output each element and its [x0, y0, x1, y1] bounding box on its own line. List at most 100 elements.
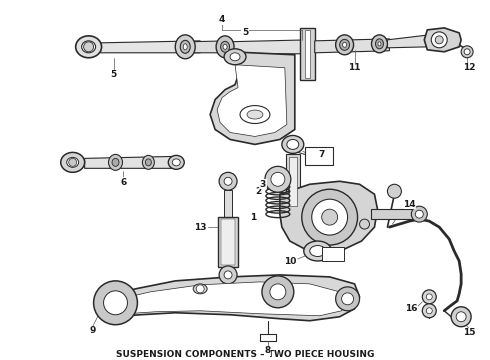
- Circle shape: [84, 42, 94, 52]
- Polygon shape: [100, 41, 200, 53]
- Circle shape: [416, 210, 423, 218]
- Circle shape: [94, 281, 137, 325]
- Polygon shape: [424, 28, 461, 52]
- Ellipse shape: [180, 40, 190, 53]
- Circle shape: [411, 206, 427, 222]
- Ellipse shape: [240, 105, 270, 123]
- Polygon shape: [388, 35, 429, 48]
- Polygon shape: [280, 181, 377, 252]
- Ellipse shape: [75, 36, 101, 58]
- Text: 2: 2: [255, 187, 261, 196]
- Ellipse shape: [146, 159, 151, 166]
- Ellipse shape: [371, 35, 388, 53]
- Circle shape: [219, 172, 237, 190]
- Polygon shape: [224, 190, 232, 217]
- Ellipse shape: [109, 154, 122, 170]
- Ellipse shape: [61, 152, 85, 172]
- Ellipse shape: [216, 36, 234, 58]
- Circle shape: [69, 158, 76, 166]
- Text: 12: 12: [463, 63, 475, 72]
- Circle shape: [219, 266, 237, 284]
- Polygon shape: [305, 30, 310, 78]
- Text: 6: 6: [121, 178, 126, 187]
- Circle shape: [435, 36, 443, 44]
- Text: 9: 9: [89, 326, 96, 335]
- Text: 3: 3: [260, 180, 266, 189]
- Polygon shape: [85, 156, 175, 168]
- Polygon shape: [116, 282, 347, 316]
- Circle shape: [422, 290, 436, 304]
- Ellipse shape: [310, 246, 326, 256]
- Circle shape: [464, 49, 470, 55]
- Circle shape: [265, 166, 291, 192]
- Ellipse shape: [304, 241, 332, 261]
- Text: 14: 14: [403, 200, 416, 209]
- Circle shape: [422, 304, 436, 318]
- Ellipse shape: [183, 44, 187, 50]
- Circle shape: [451, 307, 471, 327]
- Ellipse shape: [282, 135, 304, 153]
- Ellipse shape: [143, 156, 154, 169]
- Text: 16: 16: [405, 304, 417, 313]
- Polygon shape: [210, 52, 295, 144]
- Circle shape: [426, 308, 432, 314]
- Polygon shape: [218, 217, 238, 267]
- Ellipse shape: [67, 157, 79, 167]
- Circle shape: [322, 209, 338, 225]
- Text: 11: 11: [348, 63, 361, 72]
- Text: 7: 7: [318, 150, 325, 159]
- Bar: [322, 247, 343, 261]
- Ellipse shape: [224, 49, 246, 65]
- Polygon shape: [371, 209, 419, 219]
- Ellipse shape: [375, 39, 384, 49]
- Ellipse shape: [287, 139, 299, 149]
- Circle shape: [431, 32, 447, 48]
- Polygon shape: [300, 28, 315, 80]
- Ellipse shape: [112, 158, 119, 166]
- Bar: [305, 147, 333, 165]
- Text: 13: 13: [194, 222, 206, 231]
- Ellipse shape: [343, 42, 346, 47]
- Text: 5: 5: [110, 70, 117, 79]
- Text: SUSPENSION COMPONENTS – TWO PIECE HOUSING: SUSPENSION COMPONENTS – TWO PIECE HOUSIN…: [116, 350, 374, 359]
- Polygon shape: [315, 39, 390, 53]
- Polygon shape: [105, 275, 360, 321]
- Polygon shape: [185, 41, 230, 53]
- Text: 15: 15: [463, 328, 475, 337]
- Ellipse shape: [82, 41, 96, 53]
- Ellipse shape: [340, 39, 349, 50]
- Polygon shape: [221, 219, 235, 265]
- Circle shape: [262, 276, 294, 308]
- Circle shape: [224, 177, 232, 185]
- Circle shape: [426, 294, 432, 300]
- Text: 4: 4: [219, 15, 225, 24]
- Ellipse shape: [247, 110, 263, 119]
- Circle shape: [270, 284, 286, 300]
- Text: 8: 8: [265, 346, 271, 355]
- Ellipse shape: [378, 42, 381, 46]
- Circle shape: [302, 189, 358, 245]
- Circle shape: [456, 312, 466, 322]
- Polygon shape: [286, 154, 300, 209]
- Ellipse shape: [172, 159, 180, 166]
- Polygon shape: [289, 157, 297, 206]
- Circle shape: [312, 199, 347, 235]
- Circle shape: [461, 46, 473, 58]
- Text: 5: 5: [242, 28, 248, 37]
- Ellipse shape: [230, 53, 240, 61]
- Circle shape: [360, 219, 369, 229]
- Ellipse shape: [175, 35, 195, 59]
- Text: 1: 1: [250, 213, 256, 222]
- Circle shape: [224, 271, 232, 279]
- Ellipse shape: [223, 44, 227, 49]
- Circle shape: [342, 293, 354, 305]
- Circle shape: [388, 184, 401, 198]
- Circle shape: [196, 285, 204, 293]
- Circle shape: [336, 287, 360, 311]
- Ellipse shape: [220, 41, 229, 52]
- Circle shape: [271, 172, 285, 186]
- Ellipse shape: [168, 156, 184, 169]
- Circle shape: [103, 291, 127, 315]
- Polygon shape: [225, 40, 310, 54]
- Ellipse shape: [193, 284, 207, 294]
